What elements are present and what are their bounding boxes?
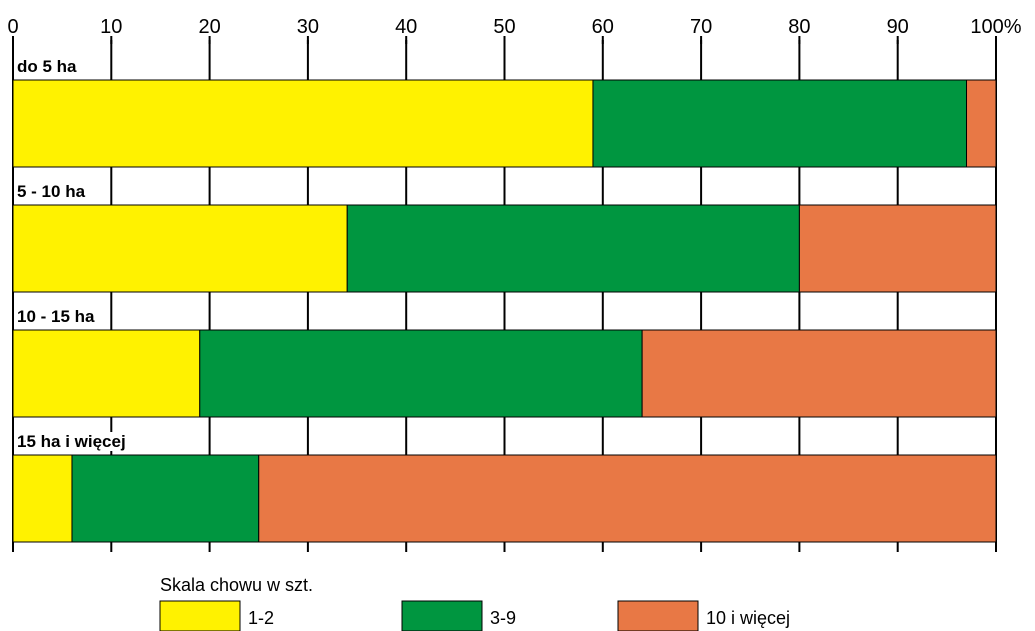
legend-swatch-1 [401, 600, 483, 631]
x-axis-tick-labels: 0 10 20 30 40 50 60 70 80 90 100% [7, 16, 1021, 38]
bar-2-0 [12, 329, 201, 418]
legend-swatch-0 [159, 600, 241, 631]
tick-label-10: 100% [970, 16, 1021, 38]
bars-group [12, 79, 997, 543]
category-label-bg-3 [15, 432, 128, 451]
tick-label-1: 10 [100, 16, 122, 38]
tick-label-2: 20 [198, 16, 220, 38]
bar-3-0 [12, 454, 73, 543]
category-label-bg-0 [15, 57, 80, 76]
category-label-bg-2 [15, 307, 98, 326]
bar-0-2 [966, 79, 997, 168]
tick-label-9: 90 [887, 16, 909, 38]
category-label-1: 5 - 10 ha [17, 182, 86, 201]
tick-label-0: 0 [7, 16, 18, 38]
legend-label-2: 10 i więcej [706, 608, 790, 628]
legend-title: Skala chowu w szt. [160, 575, 313, 595]
category-label-0: do 5 ha [17, 57, 77, 76]
bar-0-0 [12, 79, 594, 168]
legend-label-0: 1-2 [248, 608, 274, 628]
bar-2-2 [641, 329, 997, 418]
bar-1-0 [12, 204, 348, 293]
bar-0-1 [592, 79, 968, 168]
category-label-bg-1 [15, 182, 88, 201]
tick-label-7: 70 [690, 16, 712, 38]
bar-3-2 [258, 454, 997, 543]
bar-1-2 [798, 204, 997, 293]
bar-2-1 [199, 329, 643, 418]
legend-swatch-2 [617, 600, 699, 631]
tick-label-5: 50 [493, 16, 515, 38]
category-labels: do 5 ha 5 - 10 ha 10 - 15 ha 15 ha i więcej [15, 57, 128, 451]
tick-label-6: 60 [592, 16, 614, 38]
legend-label-1: 3-9 [490, 608, 516, 628]
category-label-3: 15 ha i więcej [17, 432, 126, 451]
x-axis-ticks [12, 36, 997, 44]
bar-3-1 [71, 454, 260, 543]
bar-1-1 [346, 204, 800, 293]
legend-items: 1-2 3-9 10 i więcej [159, 600, 790, 631]
tick-label-3: 30 [297, 16, 319, 38]
legend: Skala chowu w szt. 1-2 3-9 10 i więcej [159, 575, 790, 631]
tick-label-8: 80 [788, 16, 810, 38]
category-label-2: 10 - 15 ha [17, 307, 95, 326]
tick-label-4: 40 [395, 16, 417, 38]
